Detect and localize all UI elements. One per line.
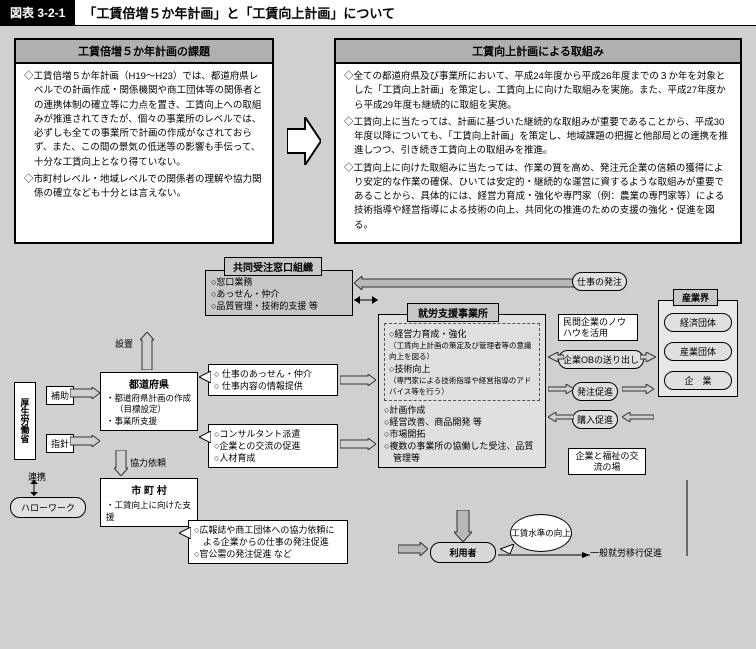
plan-p1: ◇全ての都道府県及び事業所において、平成24年度から平成26年度までの３か年を対…	[344, 70, 732, 113]
so-g4: ○経営改善、商品開発 等	[384, 416, 540, 428]
mhlw-node: 厚生労働省	[14, 382, 36, 460]
ind-a: 経済団体	[664, 313, 732, 332]
prefecture-node: 都道府県 ・都道府県計画の作成（目標設定） ・事業所支援	[100, 372, 198, 431]
co-l1: ○コンサルタント派遣	[214, 428, 332, 440]
arrow-right-icon	[286, 38, 322, 244]
ind-b: 産業団体	[664, 342, 732, 361]
support-office-node: 就労支援事業所 ○経営力育成・強化 （工賃向上計画の策定及び管理者等の意識向上を…	[378, 314, 546, 469]
city-node: 市 町 村 ・工賃向上に向けた支援	[100, 478, 198, 527]
ja-l1: ○ 仕事のあっせん・仲介	[214, 368, 332, 380]
ja-l2: ○ 仕事内容の情報提供	[214, 380, 332, 392]
top-panels: 工賃倍増５か年計画の課題 ◇工賃倍増５か年計画（H19〜H23）では、都道府県レ…	[0, 26, 756, 252]
pr-l2: ○官公需の発注促進 など	[194, 548, 342, 560]
ind-c: 企 業	[664, 371, 732, 390]
title-bar: 図表 3-2-1 「工賃倍増５か年計画」と「工賃向上計画」について	[0, 0, 756, 26]
figure-title: 「工賃倍増５か年計画」と「工賃向上計画」について	[83, 3, 395, 22]
promo-node: ○広報誌や商工団体への協力依頼による企業からの仕事の発注促進 ○官公需の発注促進…	[188, 520, 348, 564]
secchi-label: 設置	[115, 337, 133, 350]
city-title: 市 町 村	[106, 482, 192, 497]
prefecture-title: 都道府県	[106, 376, 192, 391]
pref-l2: ・事業所支援	[106, 416, 192, 427]
support-title: 就労支援事業所	[407, 303, 499, 322]
so-g1a: ○経営力育成・強化	[389, 327, 535, 340]
plan-panel: 工賃向上計画による取組み ◇全ての都道府県及び事業所において、平成24年度から平…	[334, 38, 742, 244]
consult-node: ○コンサルタント派遣 ○企業との交流の促進 ○人材育成	[208, 424, 338, 468]
joint-org-title: 共同受注窓口組織	[224, 257, 322, 276]
industry-title: 産業界	[673, 289, 718, 306]
pr-l1: ○広報誌や商工団体への協力依頼による企業からの仕事の発注促進	[194, 524, 342, 548]
ob-label: 企業OBの送り出し	[558, 350, 644, 369]
shigoto-label: 仕事の発注	[572, 272, 627, 291]
jobassist-node: ○ 仕事のあっせん・仲介 ○ 仕事内容の情報提供	[208, 364, 338, 396]
plan-p2: ◇工賃向上に当たっては、計画に基づいた継続的な取組みが重要であることから、平成3…	[344, 116, 732, 159]
plan-p3: ◇工賃向上に向けた取組みに当たっては、作業の質を高め、発注元企業の信頼の獲得によ…	[344, 162, 732, 233]
so-g6: ○複数の事業所の協働した受注、品質管理等	[384, 440, 540, 464]
figure-tag: 図表 3-2-1	[0, 0, 75, 26]
ikou-label: 一般就労移行促進	[590, 546, 662, 559]
so-g2b: （専門家による技術指導や経営指導のアドバイス等を行う）	[389, 375, 535, 397]
hacchuu-label: 発注促進	[572, 382, 618, 401]
so-g1b: （工賃向上計画の策定及び管理者等の意識向上を図る）	[389, 340, 535, 362]
issues-p1: ◇工賃倍増５か年計画（H19〜H23）では、都道府県レベルでの計画作成・関係機関…	[24, 70, 264, 170]
diagram-container: 図表 3-2-1 「工賃倍増５か年計画」と「工賃向上計画」について 工賃倍増５か…	[0, 0, 756, 649]
industry-node: 産業界 経済団体 産業団体 企 業	[658, 300, 738, 397]
plan-header: 工賃向上計画による取組み	[336, 40, 740, 64]
kounyuu-label: 購入促進	[572, 410, 618, 429]
issues-panel: 工賃倍増５か年計画の課題 ◇工賃倍増５か年計画（H19〜H23）では、都道府県レ…	[14, 38, 274, 244]
pref-l1: ・都道府県計画の作成（目標設定）	[106, 393, 192, 416]
city-l1: ・工賃向上に向けた支援	[106, 499, 192, 523]
user-node: 利用者	[430, 542, 496, 563]
so-g3: ○計画作成	[384, 404, 540, 416]
so-g2a: ○技術向上	[389, 362, 535, 375]
so-g5: ○市場開拓	[384, 428, 540, 440]
kyoryoku-label: 協力依頼	[130, 456, 166, 469]
knowhow-label: 民間企業のノウハウを活用	[558, 314, 638, 342]
co-l3: ○人材育成	[214, 452, 332, 464]
issues-body: ◇工賃倍増５か年計画（H19〜H23）では、都道府県レベルでの計画作成・関係機関…	[16, 64, 272, 210]
issues-p2: ◇市町村レベル・地域レベルでの関係者の理解や協力関係の確立なども十分とは言えない…	[24, 173, 264, 202]
jorg-l2: ○あっせん・仲介	[211, 288, 347, 300]
co-l2: ○企業との交流の促進	[214, 440, 332, 452]
jorg-l3: ○品質管理・技術的支援 等	[211, 300, 347, 312]
plan-body: ◇全ての都道府県及び事業所において、平成24年度から平成26年度までの３か年を対…	[336, 64, 740, 242]
issues-header: 工賃倍増５か年計画の課題	[16, 40, 272, 64]
flow-diagram: 厚生労働省 ハローワーク 補助 指針 連携 都道府県 ・都道府県計画の作成（目標…	[10, 252, 746, 602]
joint-org-node: 共同受注窓口組織 ○窓口業務 ○あっせん・仲介 ○品質管理・技術的支援 等	[205, 270, 353, 316]
hellowork-node: ハローワーク	[10, 497, 86, 518]
jorg-l1: ○窓口業務	[211, 276, 347, 288]
suijun-bubble: 工賃水準の向上	[510, 514, 572, 552]
kouryuu-label: 企業と福祉の交流の場	[568, 448, 646, 476]
